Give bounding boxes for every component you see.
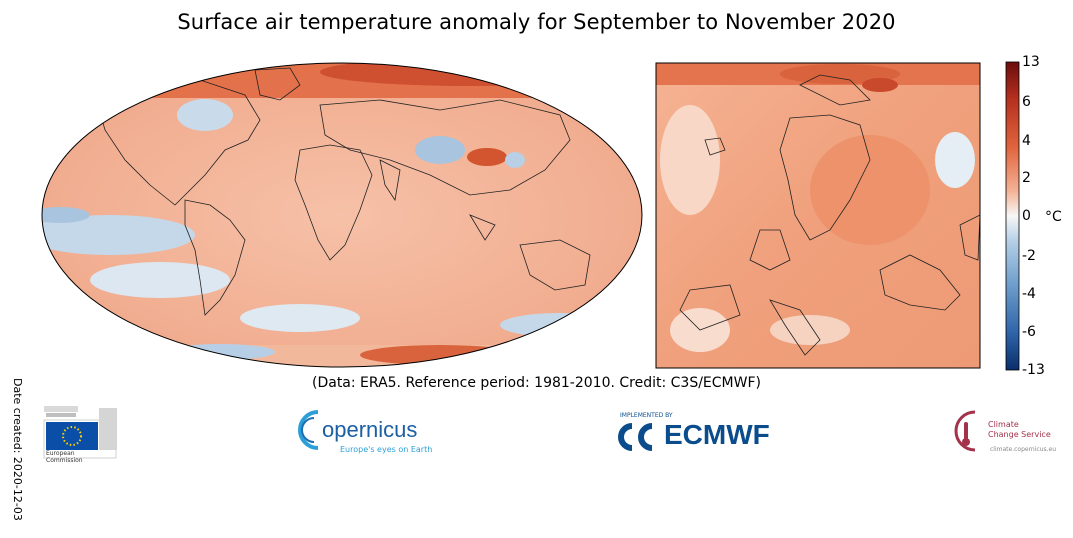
copernicus-logo-name: opernicus	[322, 417, 418, 442]
date-created: Date created: 2020-12-03	[11, 378, 24, 521]
copernicus-logo-mark	[298, 410, 319, 450]
c3s-line2: Change Service	[988, 430, 1051, 439]
data-credit-caption: (Data: ERA5. Reference period: 1981-2010…	[312, 375, 761, 391]
map-figure	[41, 61, 1020, 459]
map-title: Surface air temperature anomaly for Sept…	[177, 10, 896, 34]
copernicus-tagline: Europe's eyes on Earth	[340, 445, 433, 454]
colorbar	[1005, 61, 1020, 371]
colorbar-unit: °C	[1045, 209, 1062, 225]
ecmwf-logo-name: ECMWF	[664, 419, 770, 450]
ecmwf-implemented-by: IMPLEMENTED BY	[620, 412, 673, 419]
colorbar-tick: 6	[1022, 94, 1031, 110]
colorbar-tick: 2	[1022, 170, 1031, 186]
c3s-url: climate.copernicus.eu	[990, 446, 1057, 453]
c3s-logo-text: Climate Change Service	[988, 420, 1051, 440]
ec-logo	[43, 406, 117, 459]
c3s-line1: Climate	[988, 420, 1019, 429]
colorbar-tick: 13	[1022, 54, 1040, 70]
colorbar-tick: 0	[1022, 208, 1031, 224]
colorbar-tick: -4	[1022, 286, 1036, 302]
ec-line2: Commission	[46, 457, 83, 464]
c3s-logo-mark	[954, 410, 976, 452]
ec-line1: European	[46, 450, 75, 457]
ec-logo-text: European Commission	[46, 450, 83, 464]
colorbar-tick: -6	[1022, 324, 1036, 340]
ecmwf-logo-mark	[618, 423, 653, 451]
global-map	[41, 62, 643, 368]
colorbar-tick: 4	[1022, 133, 1031, 149]
europe-map	[655, 62, 981, 369]
colorbar-tick: -13	[1022, 362, 1045, 378]
colorbar-tick: -2	[1022, 248, 1036, 264]
